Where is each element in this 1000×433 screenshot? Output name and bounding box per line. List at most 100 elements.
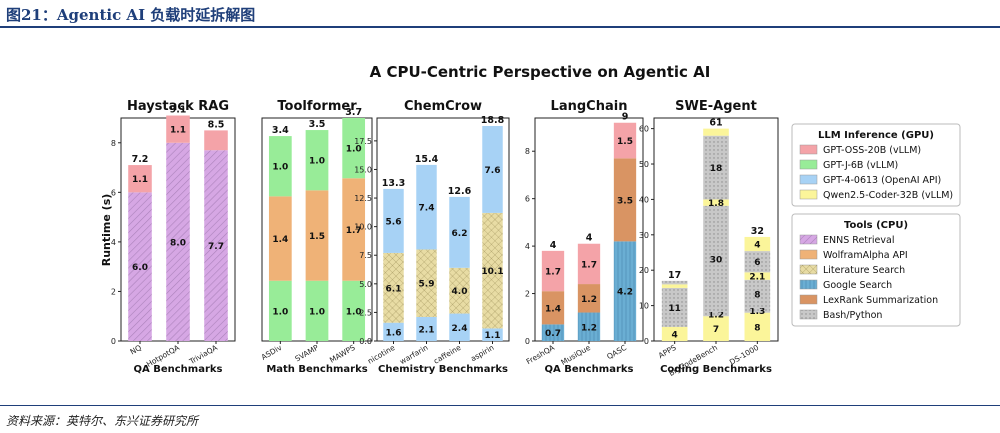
bar-total-label: 18.8 <box>481 115 505 126</box>
legend-swatch-hatch <box>800 280 817 289</box>
segment-value-label: 10.1 <box>481 267 503 277</box>
y-tick-label: 0 <box>644 337 649 346</box>
legend-swatch <box>799 249 818 260</box>
bar-segment-hatch <box>744 279 771 309</box>
legend-swatch <box>799 174 818 185</box>
segment-value-label: 1.2 <box>581 323 597 333</box>
segment-value-label: 5.6 <box>386 217 402 227</box>
segment-value-label: 1.2 <box>581 295 597 305</box>
panel-1: Toolformer 1.0 1.4 1.0 3.4 ASDiv 1.0 1.5 1.0 3.5 S… <box>260 99 373 375</box>
legend-item-label: LexRank Summarization <box>823 295 938 306</box>
y-tick-label: 15.0 <box>354 165 372 174</box>
y-tick-label: 0.0 <box>359 337 372 346</box>
bar-segment <box>482 328 503 341</box>
y-tick-label: 8 <box>111 139 116 148</box>
panel-title: Toolformer <box>277 99 357 114</box>
segment-value-label: 11 <box>668 304 681 314</box>
bar-segment-hatch <box>204 150 228 341</box>
legend-item-label: Literature Search <box>823 265 905 276</box>
legend-swatch-hatch <box>800 235 817 244</box>
bar-segment-hatch <box>744 308 771 313</box>
x-tick-label: caffeine <box>432 343 463 366</box>
bar-segment <box>661 284 688 288</box>
heading-rule <box>0 26 1000 28</box>
y-tick-label: 7.5 <box>359 251 372 260</box>
bar-segment <box>166 115 190 143</box>
bar-segment <box>577 284 601 313</box>
x-tick-label: nicotine <box>366 343 397 366</box>
bar-total-label: 3.5 <box>309 119 326 130</box>
bar-total-label: 13.3 <box>382 178 405 189</box>
segment-value-label: 8 <box>754 323 760 333</box>
segment-value-label: 1.0 <box>346 145 362 155</box>
legend-item-label: Google Search <box>823 280 892 291</box>
bar-segment-hatch <box>744 251 771 273</box>
legend-item-label: GPT-J-6B (vLLM) <box>823 160 898 171</box>
panel-x-label: QA Benchmarks <box>134 364 223 375</box>
y-tick-label: 10 <box>639 302 649 311</box>
bar-segment <box>744 312 771 341</box>
x-tick-label: aspirin <box>469 343 496 364</box>
bar-segment <box>703 128 729 136</box>
segment-value-label: 3.5 <box>617 196 633 206</box>
y-tick-label: 5.0 <box>359 280 372 289</box>
bar-segment-hatch <box>577 312 601 341</box>
legend-swatch <box>799 159 818 170</box>
x-tick-label: warfarin <box>398 343 430 366</box>
panel-3: LangChain 0 2 4 6 8 0.7 1.4 1.7 4 FreshQA 1.2 1.2 1.7… <box>525 99 644 375</box>
y-tick-label: 0 <box>525 337 530 346</box>
panel-title: ChemCrow <box>404 99 482 114</box>
legend-swatch <box>799 144 818 155</box>
bar-segment <box>577 243 601 285</box>
segment-value-label: 0.7 <box>545 329 561 339</box>
segment-value-label: 1.5 <box>309 232 325 242</box>
segment-value-label: 2.4 <box>452 324 468 334</box>
bar-segment <box>703 316 729 341</box>
panel-x-label: Chemistry Benchmarks <box>378 364 508 375</box>
bar-total-label: 8.5 <box>208 119 225 130</box>
segment-value-label: 1.7 <box>581 260 597 270</box>
panel-x-label: Math Benchmarks <box>266 364 367 375</box>
bar-segment <box>305 190 329 281</box>
segment-value-label: 4.2 <box>617 288 633 298</box>
legend-title: Tools (CPU) <box>844 220 908 231</box>
y-tick-label: 40 <box>639 195 649 204</box>
legend-swatch <box>799 294 818 305</box>
bar-total-label: 3.7 <box>345 107 362 118</box>
segment-value-label: 30 <box>710 255 723 265</box>
panel-x-label: Coding Benchmarks <box>660 364 772 375</box>
bar-segment <box>204 130 228 151</box>
bar-segment-hatch <box>166 142 190 341</box>
segment-value-label: 1.8 <box>708 199 724 209</box>
segment-value-label: 1.1 <box>170 126 186 136</box>
y-tick-label: 30 <box>639 231 649 240</box>
bar-segment-hatch <box>128 192 152 341</box>
panel-title: SWE-Agent <box>675 99 757 114</box>
panel-title: Haystack RAG <box>127 99 229 114</box>
y-tick-label: 4 <box>525 242 530 251</box>
segment-value-label: 7 <box>713 325 719 335</box>
y-tick-label: 2 <box>111 287 116 296</box>
bar-segment <box>268 136 292 197</box>
y-tick-label: 20 <box>639 266 649 275</box>
bar-segment <box>128 165 152 193</box>
panel-4: SWE-Agent 0 10 20 30 40 50 60 4 11 17 APPS 7 1.2 30 1.8… <box>639 99 779 378</box>
bar-total-label: 15.4 <box>415 154 439 165</box>
bar-segment-hatch <box>703 311 729 317</box>
bar-segment <box>342 118 366 179</box>
bar-total-label: 9 <box>622 112 629 123</box>
legend-swatch <box>799 189 818 200</box>
segment-value-label: 1.4 <box>545 304 561 314</box>
bar-segment <box>268 196 292 281</box>
segment-value-label: 4.0 <box>452 287 468 297</box>
segment-value-label: 1.3 <box>749 307 765 317</box>
segment-value-label: 4 <box>672 330 678 340</box>
chart-title: A CPU-Centric Perspective on Agentic AI <box>370 63 711 81</box>
bar-segment <box>342 178 366 281</box>
legend-item-label: ENNS Retrieval <box>823 235 894 246</box>
bar-total-label: 3.4 <box>272 125 289 136</box>
panel-x-label: QA Benchmarks <box>545 364 634 375</box>
bar-segment-hatch <box>449 267 470 314</box>
bar-segment <box>383 188 404 253</box>
segment-value-label: 6.1 <box>386 284 402 294</box>
